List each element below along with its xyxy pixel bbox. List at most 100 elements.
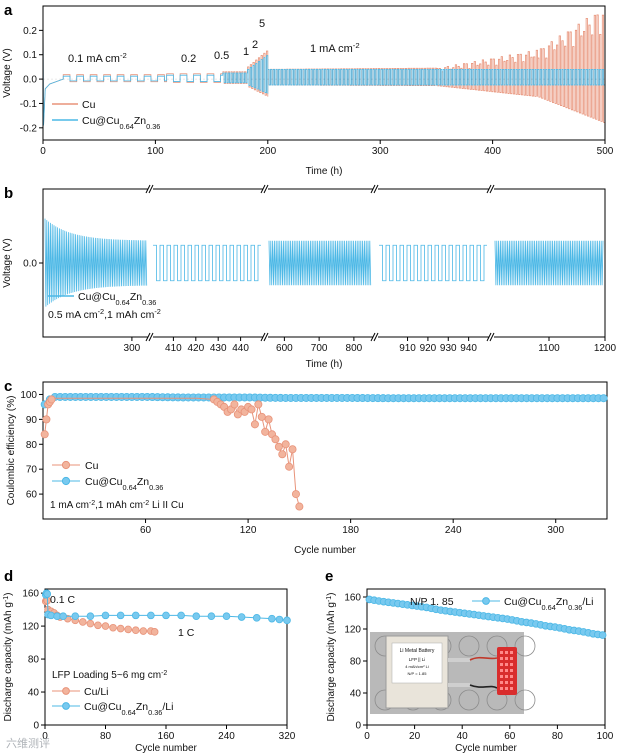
x-tick-label: 300 <box>372 146 389 157</box>
legend-cuzn-text-n: /Li <box>162 701 173 713</box>
y-tick-label: 160 <box>344 593 361 604</box>
cuzn-capacity-point <box>162 611 170 620</box>
loading-note-sup: -2 <box>161 670 167 677</box>
legend-cuzn-text-n: /Li <box>582 596 593 608</box>
legend-cu-text: Cu <box>85 460 99 472</box>
axis-break-mark <box>486 332 492 342</box>
legend-cu-text: Cu <box>82 99 96 111</box>
cell-label-card <box>391 642 443 684</box>
cu-ce-point <box>40 430 49 439</box>
axis-break-mark <box>263 332 269 342</box>
annot-1: 1 <box>243 46 249 58</box>
cu-ce-point <box>254 400 263 409</box>
cuzn-capacity-point <box>252 614 261 622</box>
y-tick-label: 120 <box>22 622 39 633</box>
condition-note-n: ,1 mAh cm <box>95 500 143 511</box>
x-tick-label: 1200 <box>594 343 617 354</box>
cu-ce-point <box>288 445 297 454</box>
y-tick-label: 0 <box>355 721 361 732</box>
annot-0p5: 0.5 <box>214 50 229 62</box>
cu-ce-point <box>274 442 283 451</box>
x-tick-label: 40 <box>457 731 469 742</box>
x-tick-label: 500 <box>597 146 614 157</box>
led-segment <box>510 651 513 654</box>
cu-ce-point <box>285 462 294 471</box>
y-tick-label: 90 <box>26 415 38 426</box>
cu-ce-point <box>230 400 239 409</box>
led-segment <box>510 687 513 690</box>
led-segment <box>505 675 508 678</box>
cuzn-voltage-line <box>43 10 605 126</box>
condition-note-sup: -2 <box>154 307 161 316</box>
condition-note-sup: -2 <box>143 500 149 507</box>
legend-cu-marker <box>61 460 71 470</box>
legend-cuzn-text-sub: 0.36 <box>148 708 162 717</box>
x-axis-label: Cycle number <box>294 545 356 556</box>
y-tick-label: 80 <box>28 655 40 666</box>
legend-cuzn-text-sub: 0.64 <box>542 603 556 612</box>
x-axis-label: Time (h) <box>306 359 343 370</box>
legend-cuzn-text-n: Zn <box>137 476 149 488</box>
legend-cuzn-marker <box>62 702 70 710</box>
cuzn-capacity-point <box>598 631 607 639</box>
led-segment <box>505 669 508 672</box>
legend-cuzn-text-sub: 0.64 <box>123 483 137 492</box>
cu-ce-point <box>250 420 259 429</box>
x-tick-label: 600 <box>276 343 293 354</box>
annot-1ma: 1 mA cm-2 <box>310 41 360 56</box>
axis-break-mark <box>148 332 154 342</box>
cu-ce-point <box>291 490 300 499</box>
seal-pattern <box>514 689 536 711</box>
legend-cuzn-text-sub: 0.36 <box>146 122 160 131</box>
annot-0p1-sup: -2 <box>120 51 127 60</box>
cuzn-segment-3 <box>379 244 487 282</box>
legend-cuzn-text-n: Cu@Cu <box>82 115 120 127</box>
axis-break-mark <box>370 332 376 342</box>
y-tick-label: -0.1 <box>20 99 38 110</box>
y-tick-label: 70 <box>26 465 38 476</box>
condition-note-n: ,1 mAh cm <box>104 309 154 321</box>
axis-break-mark <box>489 332 495 342</box>
x-tick-label: 240 <box>445 525 462 536</box>
cu-ce-point <box>295 502 304 511</box>
annot-1ma-sup: -2 <box>353 41 360 50</box>
cuzn-capacity-point <box>59 612 67 620</box>
x-tick-label: 100 <box>147 146 164 157</box>
axis-break-mark <box>373 184 379 194</box>
panel-e: 0 20 40 60 80 100 0 40 80 120 160 Cycle number Disch… <box>325 568 614 754</box>
x-tick-label: 60 <box>140 525 152 536</box>
led-segment <box>500 657 503 660</box>
legend-cuzn-text-n: Zn <box>134 115 146 127</box>
cu-capacity-point <box>86 619 95 628</box>
legend-cuzn-text: Cu@Cu0.64Zn0.36 <box>85 476 163 492</box>
cu-ce-point <box>261 427 270 436</box>
axis-break-mark <box>263 184 269 194</box>
x-tick-label: 920 <box>420 343 437 354</box>
cu-capacity-point <box>116 624 125 633</box>
legend-cuzn-text: Cu@Cu0.64Zn0.36 <box>78 291 156 307</box>
y-tick-label: 80 <box>350 657 362 668</box>
y-axis-label-n: Coulombic efficiency (%) <box>6 396 17 506</box>
x-tick-label: 200 <box>259 146 276 157</box>
y-tick-label: 100 <box>20 390 37 401</box>
condition-note-sup: -2 <box>89 500 95 507</box>
y-axis-label-n: Discharge capacity (mAh g <box>3 602 14 722</box>
loading-note-n: LFP Loading 5~6 mg cm <box>52 670 161 681</box>
plot-frame <box>366 588 606 726</box>
led-segment <box>505 657 508 660</box>
cuzn-capacity-point <box>177 611 185 620</box>
seal-pattern <box>458 689 480 711</box>
x-tick-label: 120 <box>240 525 257 536</box>
led-segment <box>500 669 503 672</box>
led-segment <box>505 687 508 690</box>
x-tick-label: 930 <box>440 343 457 354</box>
led-segment <box>500 681 503 684</box>
legend-cuzn-text-sub: 0.64 <box>120 122 134 131</box>
y-axis-label-n: ) <box>326 592 337 595</box>
y-tick-label: 0.0 <box>23 259 37 270</box>
cu-capacity-point <box>109 623 117 632</box>
led-segment <box>510 675 513 678</box>
axis-break-mark <box>373 332 379 342</box>
axis-break-mark <box>145 184 151 194</box>
